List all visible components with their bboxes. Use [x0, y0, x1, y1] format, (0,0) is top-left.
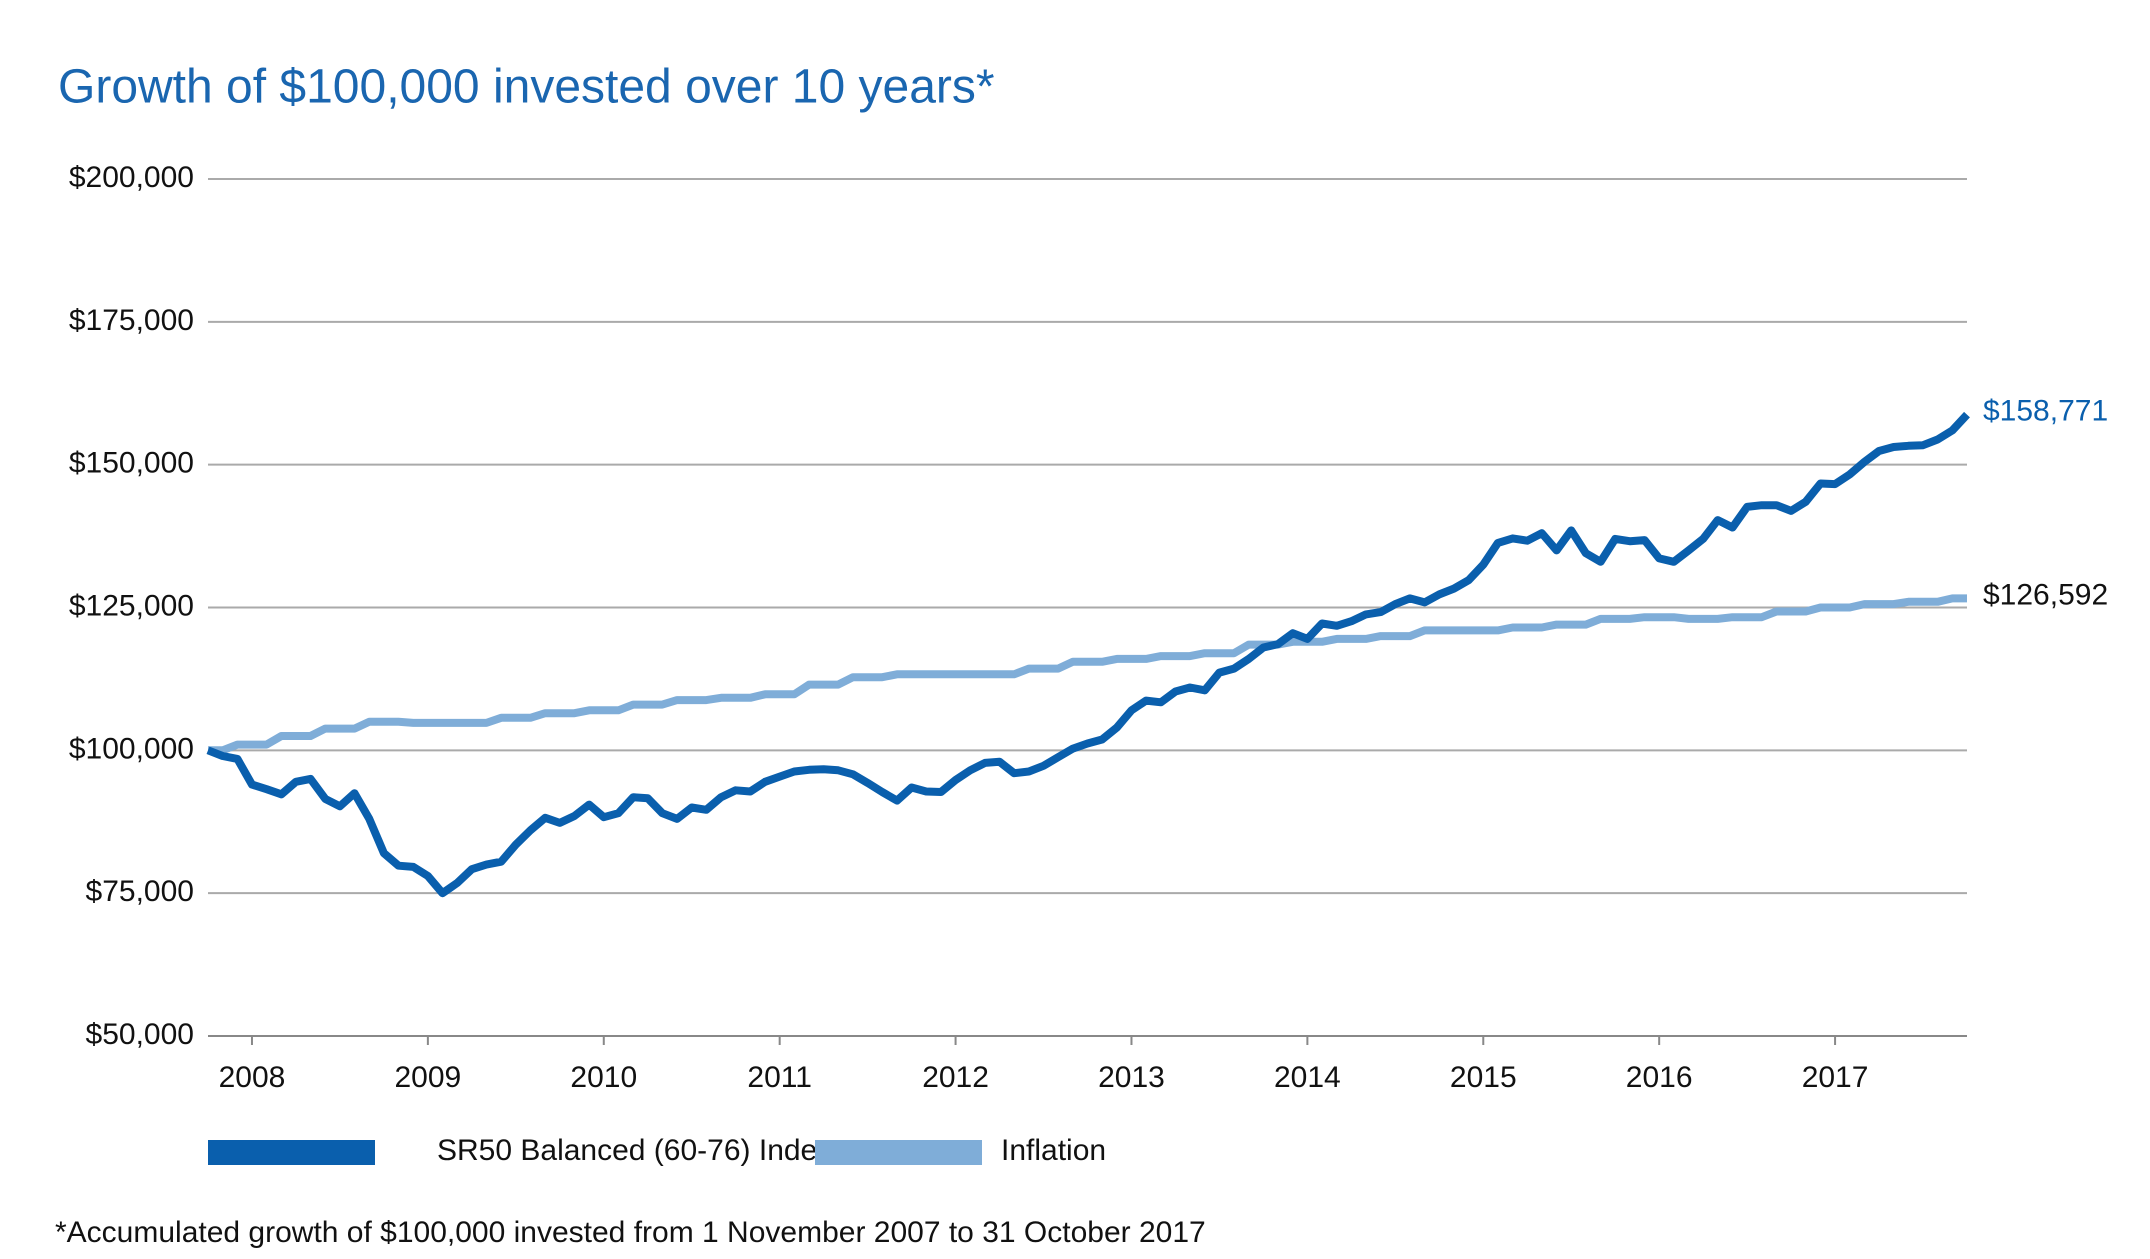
legend-swatch — [208, 1140, 375, 1165]
chart-title: Growth of $100,000 invested over 10 year… — [58, 61, 995, 114]
y-tick-label: $100,000 — [69, 732, 194, 765]
legend-label: SR50 Balanced (60-76) Index — [437, 1134, 832, 1167]
x-tick-label: 2011 — [747, 1061, 812, 1094]
end-label: $158,771 — [1983, 394, 2108, 427]
x-tick-label: 2015 — [1450, 1061, 1517, 1094]
x-tick-label: 2010 — [570, 1061, 637, 1094]
legend-label: Inflation — [1001, 1134, 1106, 1167]
series-line — [206, 411, 1970, 898]
legend-swatch — [815, 1140, 982, 1165]
x-tick-label: 2013 — [1098, 1061, 1165, 1094]
x-tick-label: 2009 — [395, 1061, 462, 1094]
x-tick-label: 2008 — [219, 1061, 286, 1094]
y-tick-label: $175,000 — [69, 304, 194, 337]
y-tick-label: $125,000 — [69, 589, 194, 622]
x-tick-label: 2012 — [922, 1061, 989, 1094]
y-tick-label: $75,000 — [86, 875, 194, 908]
x-tick-label: 2014 — [1274, 1061, 1341, 1094]
x-tick-label: 2017 — [1802, 1061, 1869, 1094]
y-tick-label: $200,000 — [69, 161, 194, 194]
y-tick-label: $50,000 — [86, 1018, 194, 1051]
end-label: $126,592 — [1983, 578, 2108, 611]
series-line — [208, 594, 1967, 755]
y-tick-label: $150,000 — [69, 447, 194, 480]
x-tick-label: 2016 — [1626, 1061, 1693, 1094]
footnote: *Accumulated growth of $100,000 invested… — [55, 1216, 1206, 1249]
